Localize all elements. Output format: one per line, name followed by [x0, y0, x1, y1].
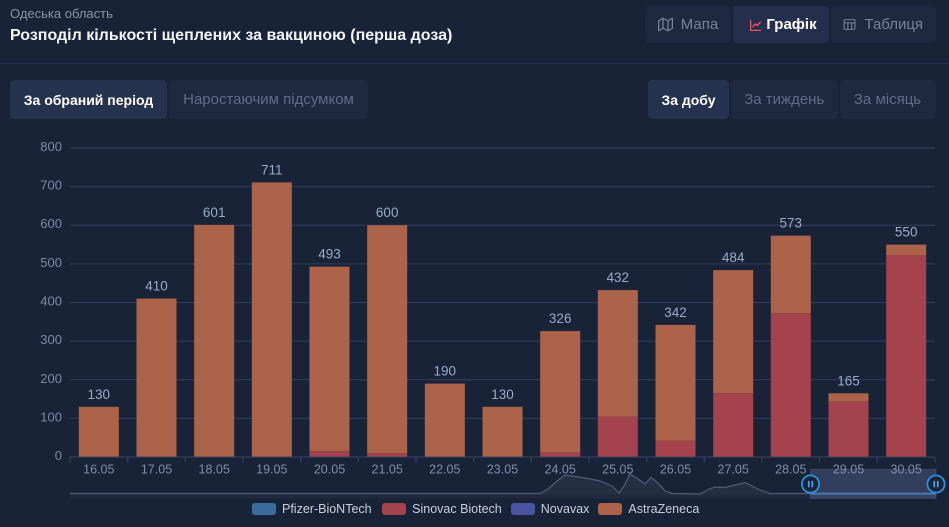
svg-text:29.05: 29.05 — [833, 463, 864, 477]
svg-text:0: 0 — [55, 448, 62, 463]
svg-text:342: 342 — [664, 305, 687, 320]
svg-text:600: 600 — [376, 205, 399, 220]
svg-text:23.05: 23.05 — [487, 463, 518, 477]
svg-text:601: 601 — [203, 205, 226, 220]
svg-text:16.05: 16.05 — [83, 463, 114, 477]
svg-text:200: 200 — [40, 371, 62, 386]
svg-text:550: 550 — [895, 225, 918, 240]
svg-text:190: 190 — [434, 364, 457, 379]
svg-text:26.05: 26.05 — [660, 463, 691, 477]
svg-text:21.05: 21.05 — [372, 463, 403, 477]
svg-text:400: 400 — [40, 294, 62, 309]
svg-text:493: 493 — [318, 247, 341, 262]
svg-text:326: 326 — [549, 311, 572, 326]
svg-text:700: 700 — [40, 178, 62, 193]
svg-text:30.05: 30.05 — [891, 463, 922, 477]
svg-text:130: 130 — [88, 387, 111, 402]
svg-text:130: 130 — [491, 387, 514, 402]
svg-text:711: 711 — [261, 162, 283, 177]
svg-text:19.05: 19.05 — [256, 463, 287, 477]
svg-text:300: 300 — [40, 332, 62, 347]
svg-text:22.05: 22.05 — [429, 463, 460, 477]
svg-text:500: 500 — [40, 255, 62, 270]
svg-text:165: 165 — [837, 373, 860, 388]
svg-text:100: 100 — [40, 409, 62, 424]
svg-text:24.05: 24.05 — [545, 463, 576, 477]
svg-text:573: 573 — [780, 216, 803, 231]
svg-text:600: 600 — [40, 216, 62, 231]
svg-text:432: 432 — [607, 270, 630, 285]
svg-text:484: 484 — [722, 250, 745, 265]
svg-text:27.05: 27.05 — [718, 463, 749, 477]
svg-text:800: 800 — [40, 139, 62, 154]
svg-text:28.05: 28.05 — [775, 463, 806, 477]
svg-text:25.05: 25.05 — [602, 463, 633, 477]
svg-text:17.05: 17.05 — [141, 463, 172, 477]
svg-text:410: 410 — [145, 279, 168, 294]
svg-text:20.05: 20.05 — [314, 463, 345, 477]
svg-text:18.05: 18.05 — [199, 463, 230, 477]
